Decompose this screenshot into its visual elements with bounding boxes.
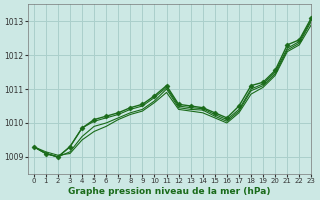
X-axis label: Graphe pression niveau de la mer (hPa): Graphe pression niveau de la mer (hPa) <box>68 187 271 196</box>
